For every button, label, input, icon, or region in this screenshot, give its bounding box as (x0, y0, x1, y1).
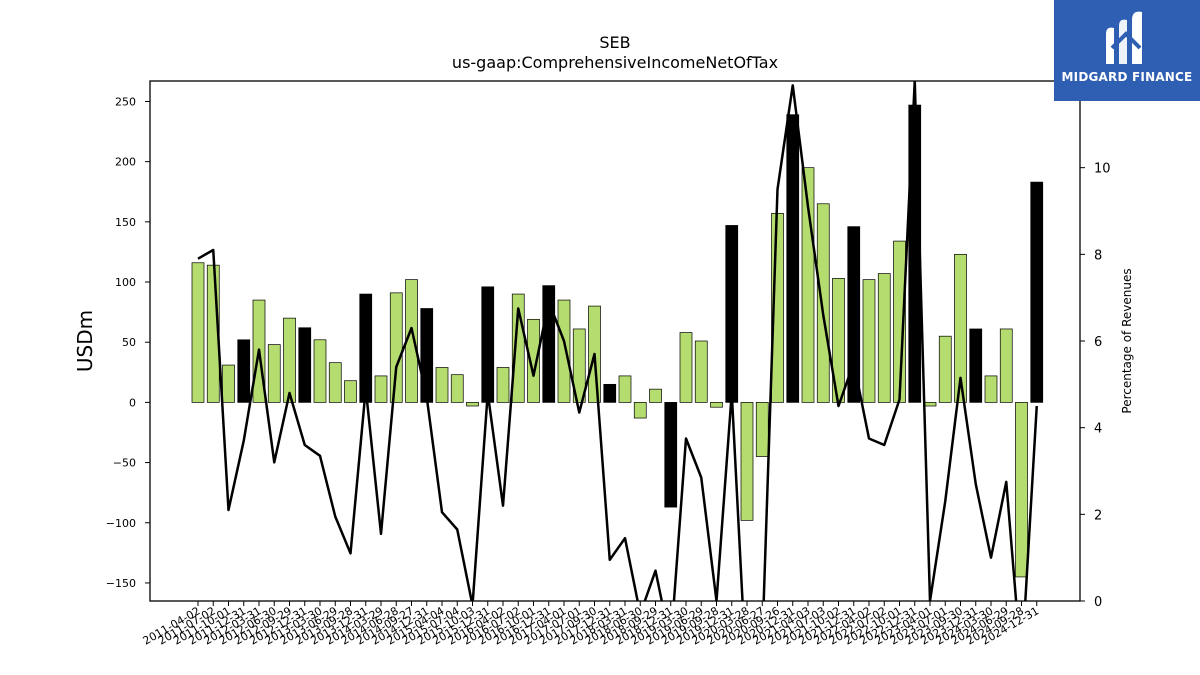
y-tick-label: 250 (115, 95, 136, 108)
x-axis: 2011-04-022011-07-022011-10-012011-12-31… (141, 601, 1041, 648)
bar (740, 402, 754, 521)
y-tick-label: −50 (113, 457, 136, 470)
bar (786, 114, 800, 403)
bar (298, 327, 312, 403)
bar (603, 383, 617, 403)
bar (435, 367, 449, 403)
bar (237, 339, 251, 403)
bar (847, 226, 861, 403)
bar (755, 402, 769, 457)
y2-tick-label: 8 (1094, 248, 1102, 263)
bar (496, 367, 510, 403)
bar (481, 286, 495, 403)
bar (313, 339, 327, 403)
y-axis: 250 200 150 100 50 0 −50 −100 −150 (106, 95, 150, 590)
bar (389, 292, 403, 403)
y2-tick-label: 10 (1094, 162, 1111, 177)
bars-group (191, 104, 1044, 578)
bar (649, 388, 662, 403)
bar (1015, 402, 1028, 578)
bar (374, 375, 388, 403)
y-tick-label: 100 (115, 276, 136, 289)
bar (725, 225, 739, 403)
bar (450, 374, 464, 403)
bar (359, 293, 373, 403)
line-group (197, 81, 1038, 601)
percentage-line (197, 81, 1038, 601)
y2-tick-label: 6 (1094, 335, 1102, 350)
y2-axis-label: Percentage of Revenues (1120, 268, 1134, 413)
bar (664, 402, 678, 508)
logo-text: MIDGARD FINANCE (1061, 70, 1193, 84)
chart-subtitle: us-gaap:ComprehensiveIncomeNetOfTax (452, 53, 778, 72)
y2-tick-label: 2 (1094, 508, 1102, 523)
bar (466, 402, 479, 407)
bar (954, 253, 967, 403)
y2-tick-label: 0 (1094, 595, 1102, 610)
bar (344, 380, 357, 403)
bar (999, 328, 1013, 403)
bar (679, 332, 693, 403)
bar (862, 279, 876, 403)
bar (420, 308, 434, 403)
bar (557, 299, 571, 403)
bar (222, 364, 235, 403)
midgard-logo: MIDGARD FINANCE (1054, 0, 1200, 101)
bar (283, 317, 296, 403)
y-tick-label: 200 (115, 156, 136, 169)
bar (984, 375, 998, 403)
bar (527, 318, 540, 403)
y2-axis: 024681012 (1080, 75, 1111, 610)
bar (328, 362, 342, 403)
y-tick-label: 50 (122, 336, 136, 349)
bar (710, 402, 723, 408)
bar (618, 375, 632, 403)
bar (694, 340, 708, 403)
bar (938, 335, 952, 403)
bar (969, 328, 983, 403)
bar (816, 203, 830, 403)
bar (923, 402, 937, 407)
midgard-logo-icon (1106, 11, 1142, 65)
bar (267, 344, 281, 403)
plot-frame (149, 80, 1081, 602)
bar (191, 262, 205, 403)
y-tick-label: −100 (106, 517, 136, 530)
y-tick-label: 0 (129, 396, 136, 409)
bar (877, 273, 891, 403)
y-tick-label: 150 (115, 216, 136, 229)
chart-title: SEB (599, 33, 630, 52)
bar (572, 328, 586, 403)
y-tick-label: −150 (106, 577, 136, 590)
bar (1030, 181, 1044, 403)
y-axis-label: USDm (73, 310, 97, 372)
y2-tick-label: 4 (1094, 422, 1102, 437)
bar (633, 402, 647, 419)
